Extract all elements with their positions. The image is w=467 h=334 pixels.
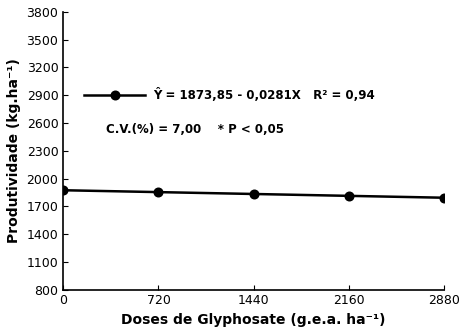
Y-axis label: Produtividade (kg.ha⁻¹): Produtividade (kg.ha⁻¹) bbox=[7, 58, 21, 243]
X-axis label: Doses de Glyphosate (g.e.a. ha⁻¹): Doses de Glyphosate (g.e.a. ha⁻¹) bbox=[121, 313, 386, 327]
Text: Ŷ = 1873,85 - 0,0281X   R² = 0,94: Ŷ = 1873,85 - 0,0281X R² = 0,94 bbox=[153, 88, 375, 102]
Text: C.V.(%) = 7,00    * P < 0,05: C.V.(%) = 7,00 * P < 0,05 bbox=[106, 123, 283, 136]
